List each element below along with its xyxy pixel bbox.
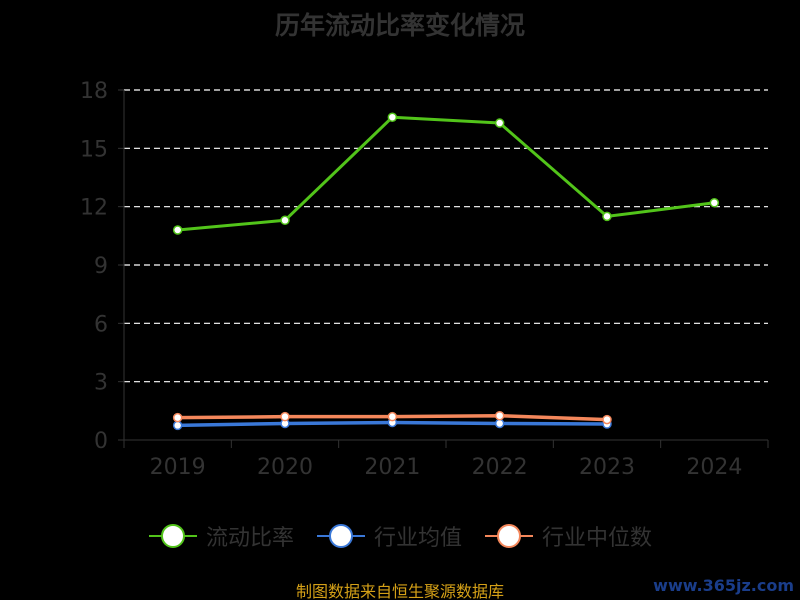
legend-marker-icon [485, 524, 533, 548]
x-tick-label: 2020 [257, 455, 313, 480]
legend-item[interactable]: 行业均值 [316, 520, 462, 552]
x-tick-label: 2022 [472, 455, 528, 480]
data-point [280, 411, 290, 422]
data-point [172, 412, 183, 423]
legend-label: 行业均值 [373, 526, 462, 551]
data-point [494, 418, 505, 429]
y-tick-label: 15 [80, 137, 108, 162]
data-point [172, 420, 183, 431]
data-point [602, 414, 612, 425]
data-point [387, 112, 398, 122]
data-point [280, 215, 290, 226]
data-point [494, 118, 505, 128]
y-tick-label: 18 [80, 79, 108, 104]
data-point [172, 225, 183, 235]
data-point [494, 410, 505, 421]
data-point [387, 411, 398, 422]
x-tick-label: 2024 [686, 455, 742, 480]
legend-marker-icon [148, 524, 197, 548]
series-line-0 [176, 115, 716, 232]
source-note: 制图数据来自恒生聚源数据库 [295, 582, 504, 600]
legend-item[interactable]: 流动比率 [148, 520, 294, 552]
x-tick-label: 2021 [364, 455, 420, 480]
y-tick-label: 0 [94, 429, 108, 454]
x-tick-label: 2023 [579, 455, 635, 480]
x-tick-label: 2019 [150, 455, 206, 480]
chart-title: 历年流动比率变化情况 [274, 11, 525, 40]
y-tick-label: 9 [94, 254, 108, 279]
legend-label: 行业中位数 [542, 526, 653, 551]
legend: 流动比率 行业均值 行业中位数 [0, 520, 800, 552]
y-tick-label: 6 [94, 312, 108, 337]
legend-item[interactable]: 行业中位数 [484, 520, 652, 552]
data-point [602, 211, 612, 222]
y-tick-label: 12 [80, 196, 108, 221]
data-point [709, 198, 720, 208]
y-tick-label: 3 [94, 371, 108, 396]
legend-label: 流动比率 [205, 526, 294, 551]
watermark: www.365jz.com [653, 576, 794, 595]
legend-marker-icon [316, 524, 365, 548]
